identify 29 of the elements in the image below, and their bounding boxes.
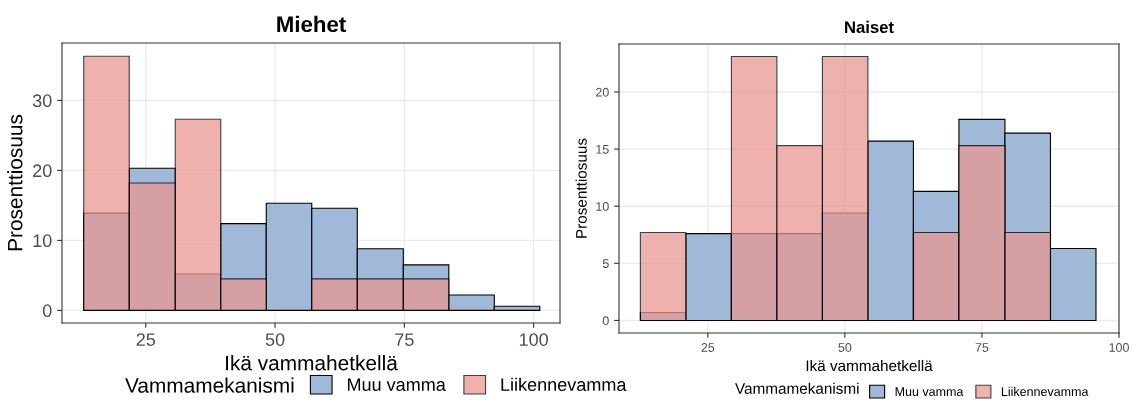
y-tick-label: 20 <box>33 164 52 178</box>
x-tick-label: 25 <box>136 333 156 346</box>
y-tick-label: 30 <box>32 94 52 108</box>
y-tick-label: 15 <box>596 145 609 154</box>
x-tick-label: 75 <box>395 333 414 346</box>
x-tick-label: 50 <box>838 343 852 352</box>
chart-title: Miehet <box>277 15 346 33</box>
y-tick-label: 5 <box>602 259 609 268</box>
y-tick-label: 20 <box>596 87 609 97</box>
legend-label: Muu vamma <box>347 378 446 392</box>
y-axis-title: Prosenttiosuus <box>7 114 23 251</box>
legend-label: Liikennevamma <box>1001 386 1089 396</box>
chart-title: Naiset <box>845 20 894 34</box>
y-axis-title: Prosenttiosuus <box>575 138 587 238</box>
legend-title: Vammamekanismi <box>125 377 294 393</box>
y-tick-label: 0 <box>602 316 609 326</box>
x-axis-title: Ikä vammahetkellä <box>806 359 933 372</box>
x-tick-label: 100 <box>519 333 548 346</box>
x-tick-label: 25 <box>701 343 715 352</box>
y-tick-label: 10 <box>33 234 52 248</box>
y-tick-label: 10 <box>596 202 609 211</box>
y-tick-label: 0 <box>42 304 52 318</box>
legend-label: Muu vamma <box>895 387 964 396</box>
legend-title: Vammamekanismi <box>735 382 859 394</box>
x-tick-label: 100 <box>1109 343 1129 352</box>
x-axis-title: Ikä vammahetkellä <box>226 355 398 371</box>
x-tick-label: 50 <box>265 333 285 346</box>
legend-label: Liikennevamma <box>501 377 627 392</box>
x-tick-label: 75 <box>975 343 989 352</box>
